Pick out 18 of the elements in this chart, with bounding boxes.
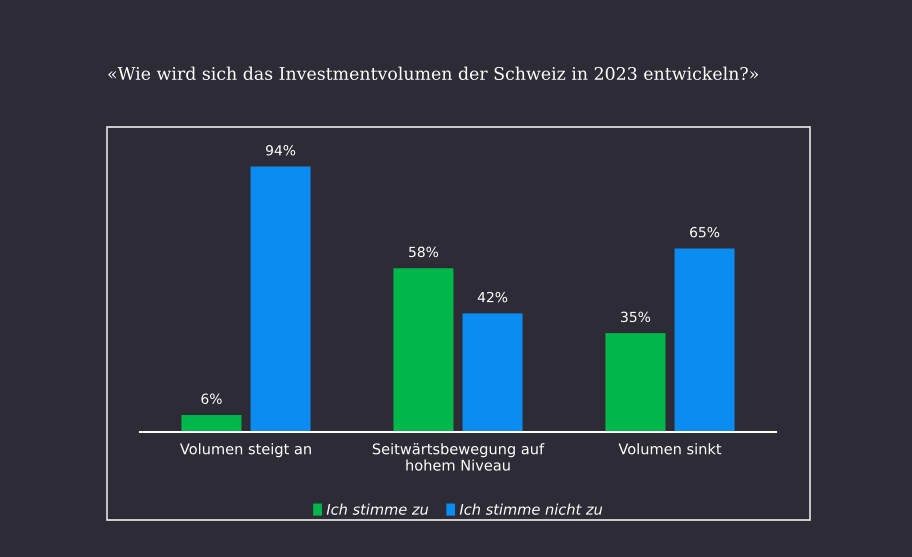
bar	[462, 313, 523, 432]
bar	[605, 333, 666, 432]
data-label: 42%	[478, 292, 508, 302]
data-label: 6%	[201, 394, 222, 404]
data-label: 58%	[409, 246, 438, 258]
legend-label: Ich stimme nicht zu	[460, 504, 602, 515]
x-tick-label: Seitwärtsbewegung auf hohem Niveau	[372, 443, 544, 471]
legend-label: Ich stimme zu	[326, 504, 428, 515]
x-tick-label: Volumen sinkt	[618, 443, 722, 454]
bar	[181, 415, 242, 432]
x-tick-label: Volumen steigt an	[180, 443, 311, 458]
data-label: 94%	[266, 145, 296, 156]
bar	[250, 166, 311, 432]
chart-title: «Wie wird sich das Investmentvolumen der Schweiz in 2023 entwickeln?»	[108, 66, 758, 80]
bar	[393, 268, 454, 432]
bar	[674, 248, 735, 432]
data-label: 35%	[621, 312, 650, 322]
data-label: 65%	[690, 226, 720, 238]
